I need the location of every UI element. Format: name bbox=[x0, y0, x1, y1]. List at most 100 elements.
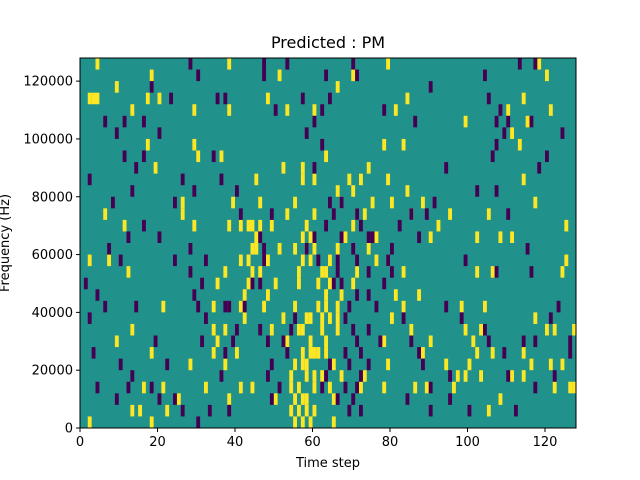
heatmap-cell-low bbox=[486, 335, 491, 348]
heatmap-cell-high bbox=[413, 381, 418, 394]
heatmap-cell-low bbox=[494, 115, 499, 128]
heatmap-cell-high bbox=[312, 404, 317, 417]
heatmap-cell-low bbox=[417, 231, 422, 243]
heatmap-cell-low bbox=[153, 335, 158, 348]
heatmap-cell-low bbox=[525, 243, 530, 255]
heatmap-cell-high bbox=[320, 312, 325, 324]
heatmap-cell-high bbox=[103, 208, 108, 220]
heatmap-cell-high bbox=[568, 381, 573, 394]
heatmap-cell-high bbox=[211, 323, 216, 336]
heatmap-cell-high bbox=[227, 104, 232, 116]
y-tick-label: 0 bbox=[65, 422, 73, 437]
heatmap-cell-high bbox=[258, 266, 263, 278]
x-tick-label: 120 bbox=[533, 435, 558, 450]
heatmap-cell-high bbox=[312, 208, 317, 220]
heatmap-cell-low bbox=[223, 347, 228, 359]
heatmap-cell-low bbox=[103, 115, 108, 128]
heatmap-cell-high bbox=[370, 196, 375, 209]
heatmap-cell-high bbox=[188, 358, 193, 371]
plot-area bbox=[79, 57, 577, 429]
heatmap-cell-low bbox=[173, 393, 177, 405]
heatmap-cells bbox=[83, 58, 577, 428]
heatmap-cell-high bbox=[312, 381, 317, 394]
heatmap-cell-high bbox=[572, 381, 577, 394]
heatmap-cell-low bbox=[359, 370, 363, 382]
heatmap-cell-high bbox=[486, 404, 491, 417]
heatmap-cell-high bbox=[250, 266, 255, 278]
heatmap-cell-low bbox=[444, 162, 449, 174]
heatmap-cell-high bbox=[192, 104, 197, 116]
heatmap-cell-low bbox=[366, 289, 371, 301]
heatmap-cell-high bbox=[510, 127, 515, 139]
heatmap-cell-high bbox=[122, 219, 127, 232]
heatmap-cell-high bbox=[479, 323, 484, 336]
heatmap-cell-high bbox=[316, 300, 321, 313]
heatmap-cell-high bbox=[424, 381, 429, 394]
heatmap-cell-high bbox=[238, 254, 243, 267]
y-tick-label: 120000 bbox=[23, 75, 73, 90]
x-tick-label: 0 bbox=[76, 435, 84, 450]
heatmap-cell-high bbox=[490, 347, 495, 359]
heatmap-cell-low bbox=[339, 231, 344, 243]
y-axis-ticks: 0 20000 40000 60000 80000 100000 120000 bbox=[23, 75, 80, 437]
heatmap-cell-high bbox=[510, 370, 515, 382]
heatmap-cell-low bbox=[506, 208, 511, 220]
heatmap-cell-low bbox=[180, 173, 185, 186]
heatmap-cell-low bbox=[196, 300, 201, 313]
heatmap-cell-high bbox=[335, 323, 340, 336]
heatmap-cell-high bbox=[266, 254, 270, 267]
heatmap-cell-high bbox=[479, 370, 484, 382]
heatmap-cell-high bbox=[281, 312, 286, 324]
heatmap-cell-low bbox=[409, 335, 414, 348]
heatmap-cell-high bbox=[324, 335, 329, 348]
heatmap-cell-low bbox=[533, 58, 538, 70]
heatmap-cell-low bbox=[328, 92, 332, 105]
heatmap-cell-low bbox=[351, 393, 356, 405]
heatmap-cell-high bbox=[107, 254, 112, 267]
heatmap-cell-high bbox=[498, 231, 503, 243]
heatmap-cell-high bbox=[304, 358, 309, 371]
heatmap-cell-low bbox=[87, 173, 92, 186]
heatmap-cell-high bbox=[304, 393, 309, 405]
heatmap-cell-high bbox=[149, 69, 154, 82]
heatmap-cell-low bbox=[351, 243, 356, 255]
heatmap-cell-high bbox=[521, 173, 526, 186]
heatmap-cell-high bbox=[87, 416, 92, 428]
heatmap-cell-high bbox=[328, 381, 332, 394]
heatmap-cell-high bbox=[320, 266, 325, 278]
heatmap-cell-low bbox=[366, 266, 371, 278]
heatmap-cell-high bbox=[211, 300, 216, 313]
heatmap-cell-high bbox=[285, 104, 290, 116]
heatmap-cell-high bbox=[297, 323, 301, 336]
heatmap-cell-high bbox=[316, 347, 321, 359]
heatmap-cell-low bbox=[269, 358, 274, 371]
heatmap-cell-high bbox=[421, 196, 425, 209]
heatmap-cell-high bbox=[285, 208, 290, 220]
heatmap-cell-high bbox=[114, 335, 119, 348]
heatmap-cell-low bbox=[180, 404, 185, 417]
heatmap-cell-high bbox=[339, 289, 344, 301]
heatmap-cell-low bbox=[126, 381, 131, 394]
heatmap-cell-high bbox=[545, 323, 549, 336]
heatmap-cell-low bbox=[382, 277, 387, 290]
heatmap-cell-high bbox=[297, 266, 301, 278]
x-axis-ticks: 0 20 40 60 80 100 120 bbox=[76, 428, 558, 450]
heatmap-cell-low bbox=[355, 254, 360, 267]
heatmap-cell-low bbox=[304, 127, 309, 139]
heatmap-cell-high bbox=[463, 323, 468, 336]
heatmap-cell-high bbox=[455, 370, 460, 382]
heatmap-cell-low bbox=[382, 104, 387, 116]
heatmap-cell-high bbox=[548, 104, 553, 116]
heatmap-cell-low bbox=[238, 208, 243, 220]
heatmap-cell-low bbox=[122, 115, 127, 128]
heatmap-cell-high bbox=[316, 277, 321, 290]
heatmap-cell-high bbox=[351, 219, 356, 232]
heatmap-cell-high bbox=[475, 347, 480, 359]
heatmap-cell-high bbox=[421, 347, 425, 359]
heatmap-cell-high bbox=[436, 219, 441, 232]
heatmap-cell-low bbox=[192, 289, 197, 301]
heatmap-cell-high bbox=[304, 370, 309, 382]
heatmap-cell-high bbox=[219, 150, 224, 163]
heatmap-cell-high bbox=[467, 358, 472, 371]
